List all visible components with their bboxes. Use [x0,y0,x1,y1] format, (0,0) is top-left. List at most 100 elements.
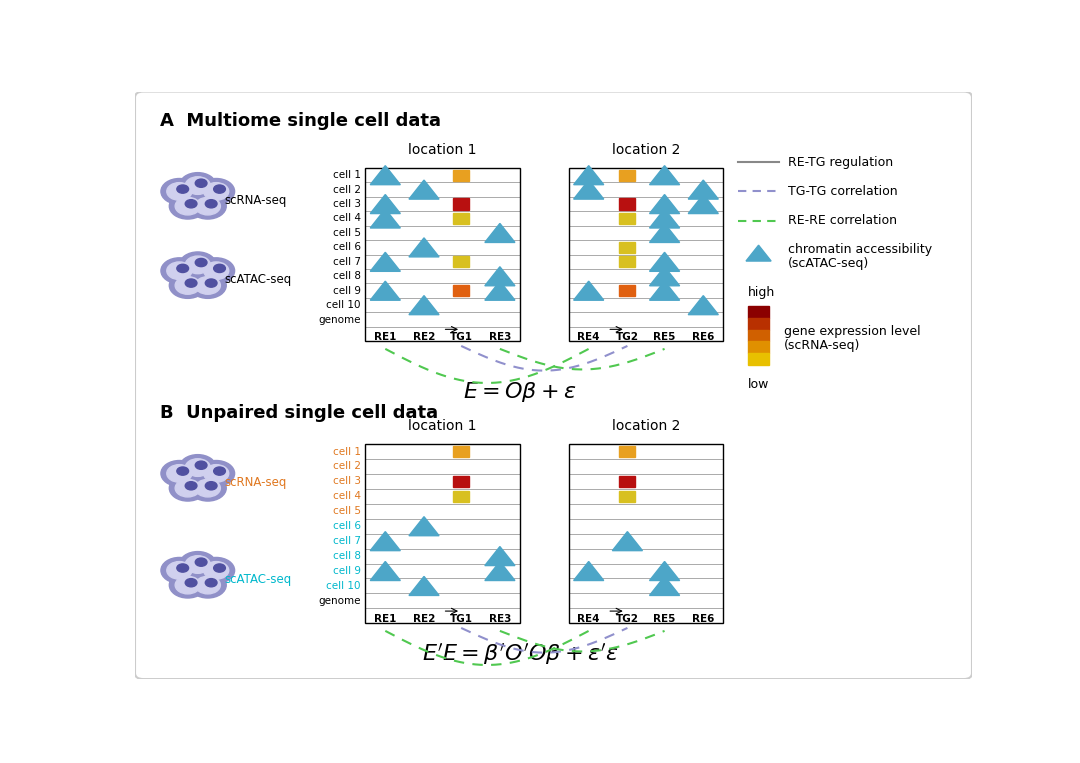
Text: RE4: RE4 [578,332,600,342]
Text: RE5: RE5 [653,613,676,623]
Text: high: high [747,286,775,299]
Circle shape [186,256,211,274]
Circle shape [166,262,192,279]
Bar [620,446,635,457]
Text: cell 6: cell 6 [333,243,361,253]
Text: A  Multiome single cell data: A Multiome single cell data [160,112,441,130]
Circle shape [177,564,189,572]
Polygon shape [649,562,679,581]
Polygon shape [370,253,401,272]
Circle shape [195,461,207,469]
Bar [620,285,635,296]
Bar [365,444,521,623]
Polygon shape [370,532,401,551]
Circle shape [195,259,207,266]
Polygon shape [612,532,643,551]
Circle shape [205,279,217,287]
Circle shape [166,465,192,482]
Text: genome: genome [319,596,361,606]
Text: cell 10: cell 10 [326,581,361,591]
Circle shape [214,185,226,193]
Text: cell 2: cell 2 [333,185,361,195]
Text: RE2: RE2 [413,332,435,342]
Polygon shape [485,562,515,581]
Bar [454,491,469,502]
Text: B  Unpaired single cell data: B Unpaired single cell data [160,404,438,422]
Circle shape [189,475,226,501]
Polygon shape [409,238,440,257]
Circle shape [195,277,220,295]
Polygon shape [485,267,515,286]
Circle shape [205,578,217,587]
Text: cell 2: cell 2 [333,462,361,472]
FancyBboxPatch shape [135,92,972,679]
Text: cell 5: cell 5 [333,228,361,238]
Polygon shape [409,576,440,595]
Circle shape [204,562,229,579]
Circle shape [198,258,234,284]
Text: TG2: TG2 [616,332,639,342]
Polygon shape [409,180,440,199]
Text: low: low [747,378,769,391]
Bar [454,476,469,487]
Polygon shape [485,224,515,243]
Circle shape [204,465,229,482]
Circle shape [186,177,211,195]
Text: cell 8: cell 8 [333,272,361,282]
Polygon shape [370,166,401,185]
Polygon shape [649,282,679,300]
Polygon shape [370,209,401,228]
Text: cell 3: cell 3 [333,199,361,209]
Circle shape [161,258,198,284]
Text: scATAC-seq: scATAC-seq [225,273,292,286]
Polygon shape [649,195,679,214]
Circle shape [198,179,234,204]
Circle shape [170,572,206,598]
Text: RE2: RE2 [413,613,435,623]
Text: genome: genome [319,314,361,324]
Circle shape [195,576,220,594]
Bar [747,353,769,365]
Circle shape [186,481,197,490]
Polygon shape [409,295,440,314]
Polygon shape [370,195,401,214]
Polygon shape [649,166,679,185]
Circle shape [161,558,198,583]
Text: TG1: TG1 [449,613,473,623]
Text: RE5: RE5 [653,332,676,342]
Polygon shape [649,267,679,286]
Text: cell 9: cell 9 [333,566,361,576]
Circle shape [175,479,200,497]
Circle shape [195,479,220,497]
Text: scATAC-seq: scATAC-seq [225,573,292,586]
Bar [365,168,521,341]
Circle shape [195,198,220,215]
Polygon shape [649,576,679,595]
Circle shape [170,272,206,298]
Polygon shape [649,224,679,243]
Bar [747,306,769,317]
Text: scRNA-seq: scRNA-seq [225,194,287,207]
Bar [620,476,635,487]
Polygon shape [649,253,679,272]
Text: RE1: RE1 [374,332,396,342]
Bar [620,213,635,224]
Bar [747,317,769,330]
Text: cell 5: cell 5 [333,507,361,517]
Text: cell 8: cell 8 [333,551,361,561]
Bar [747,330,769,341]
Bar [454,213,469,224]
Text: cell 4: cell 4 [333,491,361,501]
Text: RE-RE correlation: RE-RE correlation [788,214,896,227]
Text: (scRNA-seq): (scRNA-seq) [784,340,860,353]
Polygon shape [746,245,771,261]
Circle shape [179,455,216,481]
Circle shape [198,558,234,583]
Polygon shape [409,517,440,536]
Bar [620,169,635,181]
Text: (scATAC-seq): (scATAC-seq) [788,257,869,270]
Circle shape [204,182,229,200]
Text: cell 3: cell 3 [333,476,361,486]
Bar [454,198,469,210]
Polygon shape [688,295,718,314]
